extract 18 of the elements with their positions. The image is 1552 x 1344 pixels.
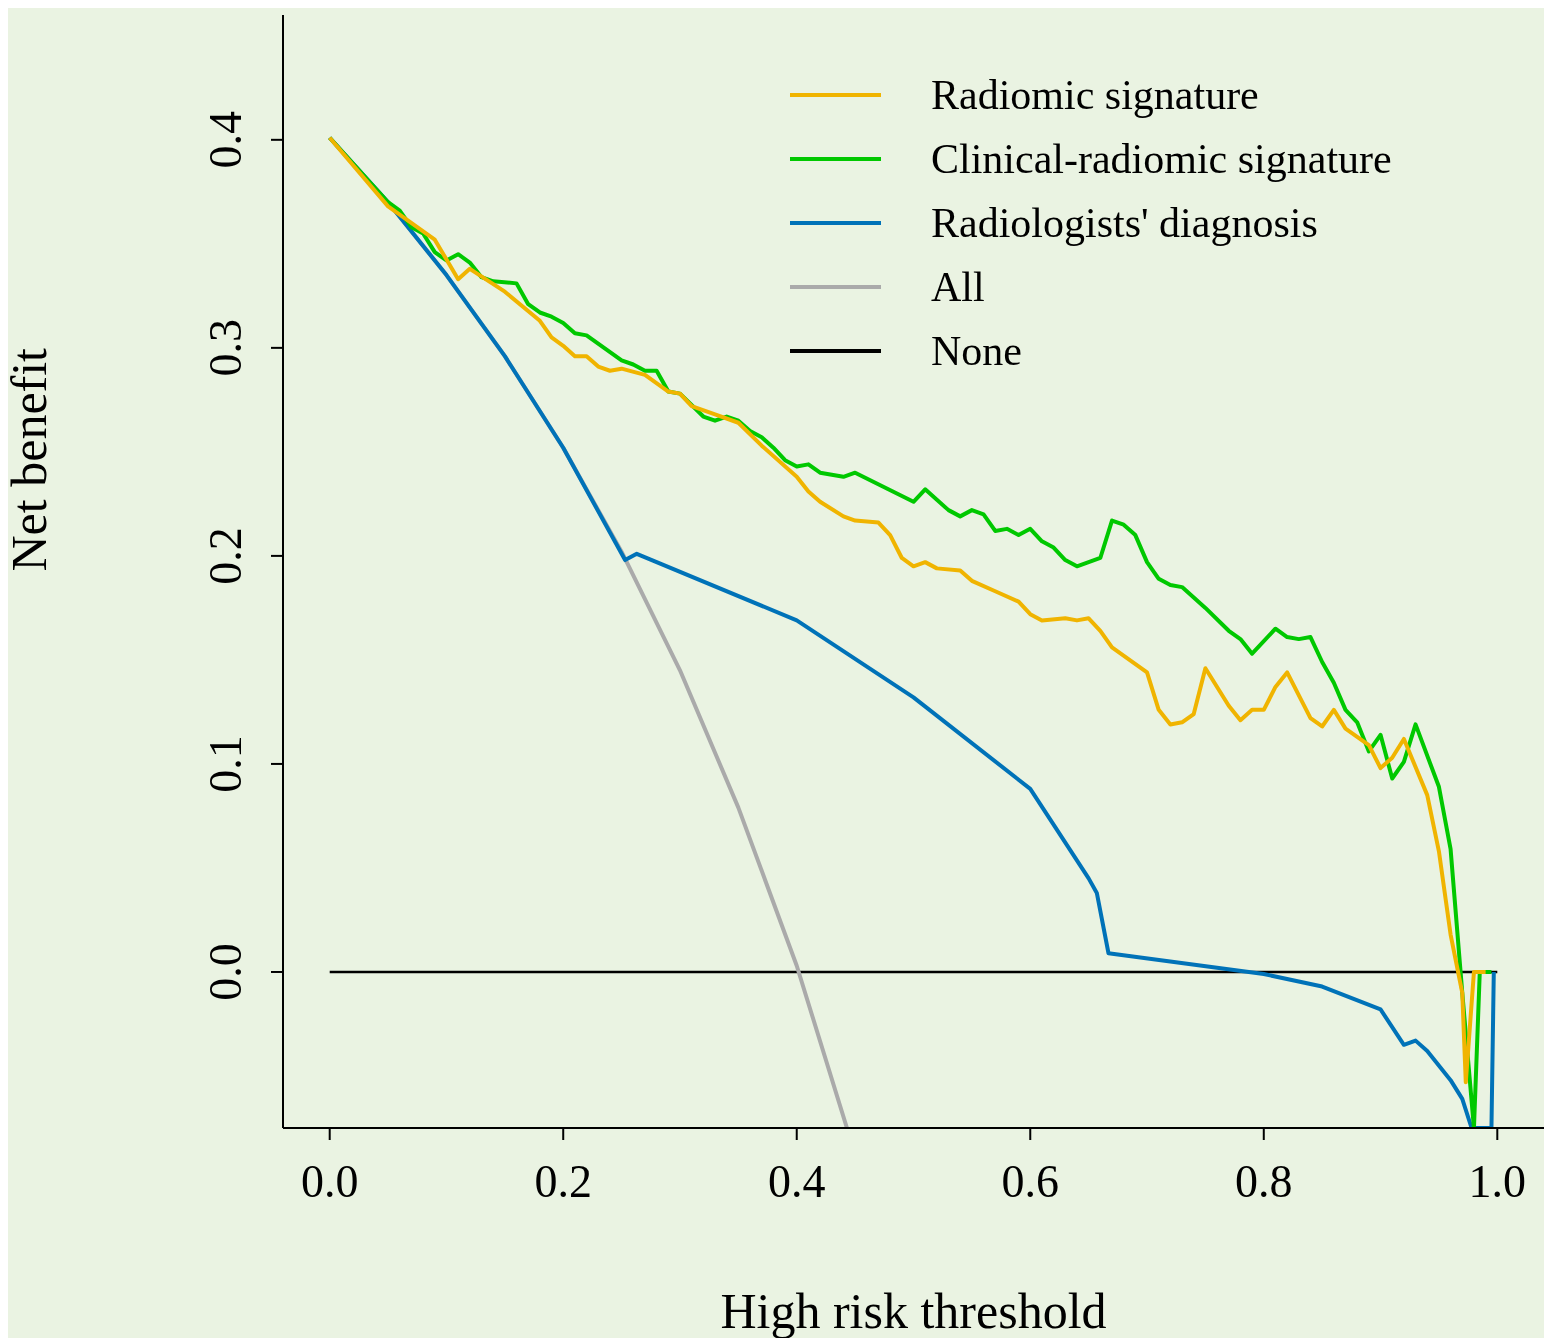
y-tick-label: 0.0 bbox=[200, 943, 251, 1001]
y-axis-title: Net benefit bbox=[0, 347, 57, 572]
y-tick-label: 0.4 bbox=[200, 111, 251, 169]
legend-label: Radiologists' diagnosis bbox=[931, 199, 1318, 247]
y-tick-label: 0.3 bbox=[200, 319, 251, 377]
legend-label: None bbox=[931, 327, 1022, 375]
x-tick-label: 0.8 bbox=[1235, 1155, 1293, 1207]
y-tick-label: 0.2 bbox=[200, 527, 251, 585]
x-tick-label: 0.6 bbox=[1001, 1155, 1060, 1207]
x-axis-title: High risk threshold bbox=[720, 1283, 1107, 1339]
x-tick-label: 0.0 bbox=[300, 1155, 359, 1207]
x-tick-label: 1.0 bbox=[1468, 1155, 1527, 1207]
x-tick-label: 0.2 bbox=[534, 1155, 592, 1207]
legend-label: Radiomic signature bbox=[931, 71, 1259, 119]
legend-label: All bbox=[931, 263, 985, 311]
y-tick-label: 0.1 bbox=[200, 735, 251, 793]
legend-label: Clinical-radiomic signature bbox=[931, 135, 1392, 183]
x-tick-label: 0.4 bbox=[767, 1155, 826, 1207]
